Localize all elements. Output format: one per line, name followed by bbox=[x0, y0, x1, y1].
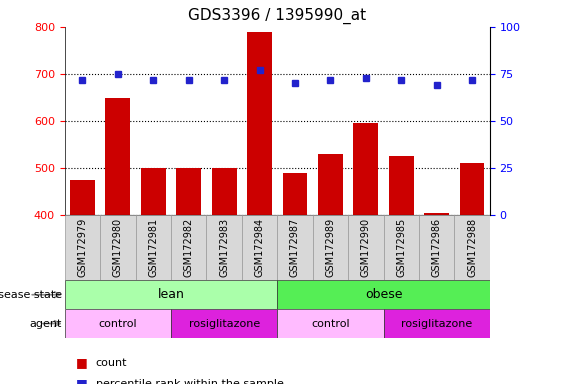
Text: control: control bbox=[311, 318, 350, 329]
Bar bbox=[354, 123, 378, 384]
Text: percentile rank within the sample: percentile rank within the sample bbox=[96, 379, 284, 384]
Bar bbox=[212, 168, 236, 384]
Text: ■: ■ bbox=[76, 356, 88, 369]
Bar bbox=[318, 154, 343, 384]
Bar bbox=[65, 309, 171, 338]
Bar bbox=[348, 215, 383, 280]
Text: rosiglitazone: rosiglitazone bbox=[401, 318, 472, 329]
Text: GSM172990: GSM172990 bbox=[361, 218, 371, 277]
Bar bbox=[105, 98, 130, 384]
Title: GDS3396 / 1395990_at: GDS3396 / 1395990_at bbox=[188, 8, 367, 24]
Text: lean: lean bbox=[158, 288, 185, 301]
Bar bbox=[65, 215, 100, 280]
Text: GSM172984: GSM172984 bbox=[254, 218, 265, 277]
Bar bbox=[247, 31, 272, 384]
Bar bbox=[425, 213, 449, 384]
Bar bbox=[278, 309, 383, 338]
Bar bbox=[283, 173, 307, 384]
Bar bbox=[136, 215, 171, 280]
Text: GSM172989: GSM172989 bbox=[325, 218, 336, 277]
Bar bbox=[242, 215, 277, 280]
Text: agent: agent bbox=[29, 318, 62, 329]
Bar bbox=[207, 215, 242, 280]
Bar bbox=[389, 156, 414, 384]
Bar bbox=[176, 168, 201, 384]
Bar bbox=[454, 215, 490, 280]
Bar bbox=[278, 215, 312, 280]
Text: GSM172987: GSM172987 bbox=[290, 218, 300, 277]
Text: GSM172985: GSM172985 bbox=[396, 218, 406, 277]
Text: GSM172986: GSM172986 bbox=[432, 218, 442, 277]
Text: GSM172981: GSM172981 bbox=[148, 218, 158, 277]
Bar bbox=[65, 280, 278, 309]
Bar bbox=[419, 215, 454, 280]
Text: GSM172988: GSM172988 bbox=[467, 218, 477, 277]
Bar bbox=[312, 215, 348, 280]
Text: ■: ■ bbox=[76, 377, 88, 384]
Text: GSM172982: GSM172982 bbox=[184, 218, 194, 277]
Bar bbox=[383, 309, 490, 338]
Bar bbox=[171, 309, 277, 338]
Bar bbox=[141, 168, 166, 384]
Bar bbox=[460, 163, 485, 384]
Bar bbox=[278, 280, 490, 309]
Bar bbox=[100, 215, 136, 280]
Bar bbox=[70, 180, 95, 384]
Text: count: count bbox=[96, 358, 127, 368]
Text: control: control bbox=[99, 318, 137, 329]
Bar bbox=[171, 215, 207, 280]
Text: disease state: disease state bbox=[0, 290, 62, 300]
Text: GSM172980: GSM172980 bbox=[113, 218, 123, 277]
Text: rosiglitazone: rosiglitazone bbox=[189, 318, 260, 329]
Text: obese: obese bbox=[365, 288, 403, 301]
Text: GSM172983: GSM172983 bbox=[219, 218, 229, 277]
Text: GSM172979: GSM172979 bbox=[78, 218, 87, 277]
Bar bbox=[383, 215, 419, 280]
